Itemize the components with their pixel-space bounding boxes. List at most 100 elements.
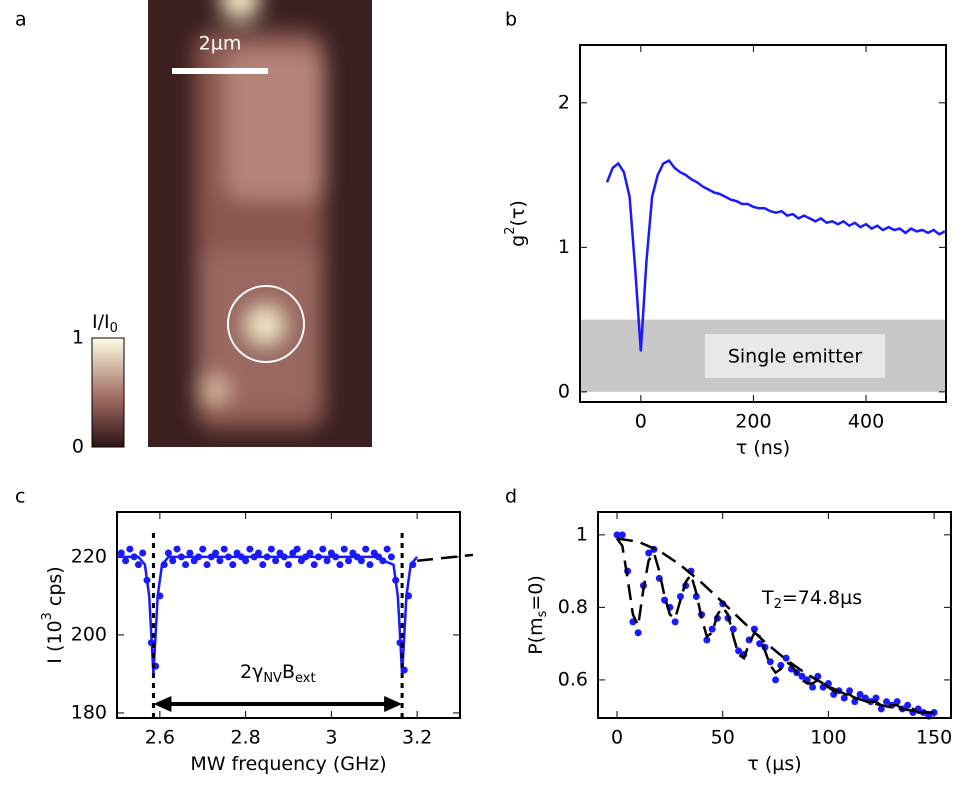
data-point [846, 687, 854, 695]
colorbar-label-part: I/I [92, 311, 110, 333]
data-point [272, 557, 280, 565]
data-point [345, 557, 353, 565]
y-axis-label-part: s [535, 610, 550, 617]
x-tick-label: 200 [735, 411, 771, 433]
y-tick-label: 0.8 [558, 596, 588, 618]
data-point [220, 545, 228, 553]
data-point [851, 698, 859, 706]
x-tick-label: 3 [325, 727, 337, 749]
x-axis-label-part: τ (ns) [736, 437, 790, 459]
x-tick-label: 2.6 [145, 727, 175, 749]
data-point [319, 545, 327, 553]
fit-line [416, 553, 474, 563]
annotation-part: 2 [774, 597, 782, 612]
data-point [285, 561, 292, 569]
x-axis-label-part: τ (µs) [747, 753, 801, 775]
data-point [336, 561, 344, 569]
y-tick-label: 180 [71, 701, 107, 723]
data-point [856, 690, 864, 698]
colorbar-label-part: 0 [110, 321, 118, 336]
annotation-part: T [761, 587, 774, 609]
data-point [692, 593, 700, 601]
data-point [708, 625, 716, 633]
fit-line [616, 537, 935, 715]
y-axis-label-part: I (10 [44, 620, 66, 663]
data-point [782, 654, 790, 662]
data-point [383, 545, 391, 553]
data-point [212, 549, 220, 557]
annotation-part: B [282, 661, 295, 683]
data-point [246, 545, 254, 553]
colorbar-tick-label: 1 [72, 327, 84, 349]
data-point [199, 545, 207, 553]
x-tick-label: 2.8 [231, 727, 261, 749]
data-point [203, 561, 211, 569]
annotation: 2γNVBext [240, 661, 316, 686]
annotation-part: =74.8µs [782, 587, 862, 609]
data-point [216, 557, 224, 565]
data-point [872, 694, 880, 702]
data-point [126, 545, 134, 553]
data-point [877, 705, 885, 713]
colorbar [91, 337, 125, 448]
annotation-part: NV [263, 671, 282, 686]
data-point [840, 694, 848, 702]
data-point [387, 553, 395, 561]
panel-letter: d [505, 486, 517, 508]
data-point [169, 557, 177, 565]
y-axis-label-part: =0) [525, 575, 547, 610]
plot-frame [597, 511, 952, 719]
panel-letter: a [15, 9, 27, 31]
x-axis-label: τ (ns) [736, 437, 790, 459]
x-axis-label: τ (µs) [747, 753, 801, 775]
data-point [242, 557, 250, 565]
data-point [310, 561, 318, 569]
y-axis-label: P(ms=0) [525, 575, 550, 655]
data-point [323, 557, 331, 565]
y-axis-label-part: cps) [44, 566, 66, 612]
y-tick-label: 0 [558, 380, 570, 402]
data-line [117, 555, 419, 674]
shade-label-bg [705, 334, 885, 378]
data-point [293, 545, 301, 553]
y-tick-label: 1 [576, 523, 588, 545]
data-point [798, 672, 806, 680]
data-point [229, 561, 237, 569]
data-point [671, 618, 679, 626]
annotation: T2=74.8µs [761, 587, 862, 612]
data-point [254, 549, 262, 557]
y-tick-label: 0.6 [558, 668, 588, 690]
data-point [117, 549, 125, 557]
arrow-head [384, 696, 403, 712]
panel-letter: b [505, 9, 517, 31]
data-point [139, 549, 147, 557]
data-point [134, 561, 142, 569]
y-axis-label-part: g [507, 235, 529, 247]
data-point [756, 640, 764, 648]
x-tick-label: 100 [810, 727, 846, 749]
data-point [729, 625, 737, 633]
y-tick-label: 200 [71, 623, 107, 645]
data-point [634, 629, 642, 637]
x-tick-label: 150 [916, 727, 952, 749]
x-tick-label: 0 [635, 411, 647, 433]
data-point [357, 557, 365, 565]
plot-frame [116, 511, 461, 719]
y-tick-label: 220 [71, 545, 107, 567]
plot-frame [579, 44, 947, 403]
y-axis-label: I (103 cps) [40, 566, 66, 663]
x-axis-label: MW frequency (GHz) [190, 753, 386, 775]
data-point [366, 561, 374, 569]
y-axis-label-part: 3 [40, 612, 55, 620]
data-point [340, 545, 348, 553]
x-tick-label: 3.2 [402, 727, 432, 749]
y-axis-label: g2(τ) [503, 200, 529, 247]
data-line [605, 159, 946, 352]
data-point [735, 647, 743, 655]
shade-label: Single emitter [728, 346, 863, 368]
arrow-head [153, 696, 172, 712]
fit-line [615, 537, 935, 714]
colorbar-tick-label: 0 [72, 436, 84, 458]
x-axis-label-part: MW frequency (GHz) [190, 753, 386, 775]
data-point [182, 561, 190, 569]
